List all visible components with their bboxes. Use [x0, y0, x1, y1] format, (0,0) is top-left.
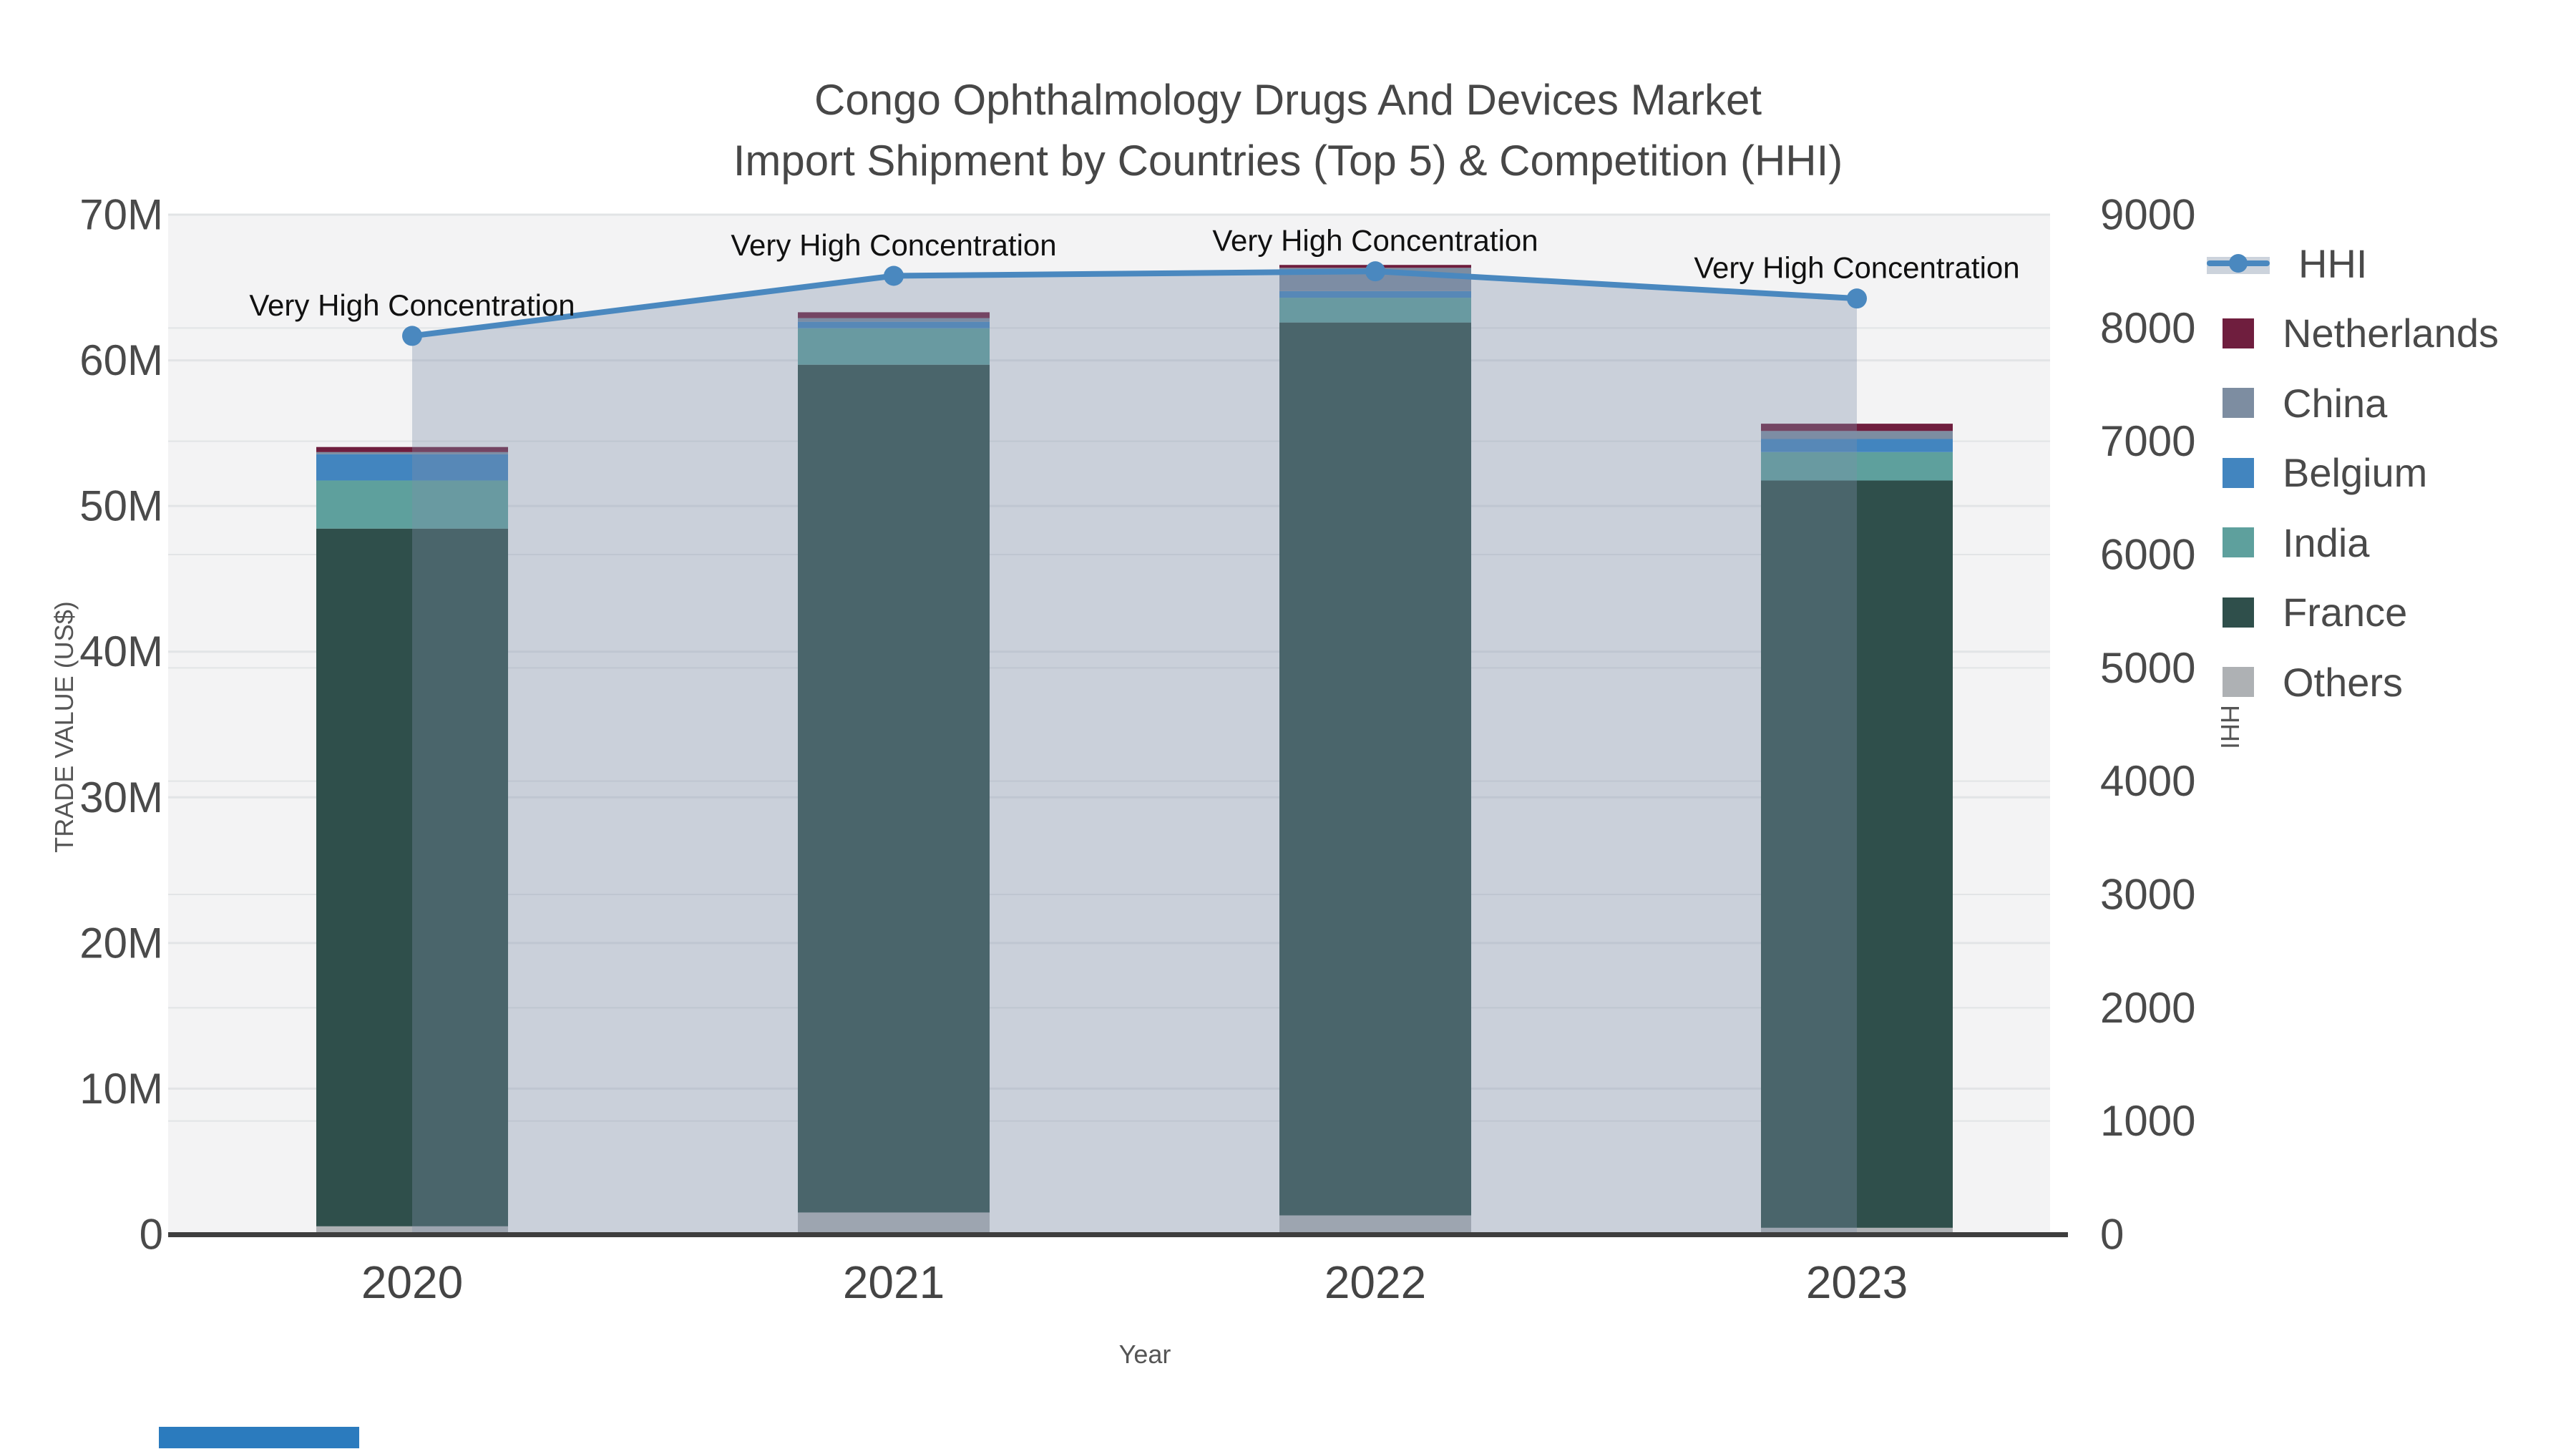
- y-right-tick-label: 8000: [2100, 304, 2195, 352]
- bar-segment-others-2023[interactable]: [1761, 1227, 1953, 1234]
- y-right-tick-label: 5000: [2100, 644, 2195, 692]
- legend-item-others[interactable]: Others: [2204, 660, 2403, 705]
- y-left-tick-label: 0: [140, 1211, 163, 1259]
- bar-segment-belgium-2023[interactable]: [1761, 439, 1953, 452]
- bar-segment-france-2022[interactable]: [1279, 322, 1471, 1216]
- x-tick-label-2023: 2023: [1806, 1257, 1908, 1308]
- bar-segment-france-2021[interactable]: [798, 364, 990, 1213]
- hhi-point-2023[interactable]: [1847, 288, 1867, 309]
- legend-label: Belgium: [2283, 450, 2428, 495]
- bar-segment-india-2021[interactable]: [798, 328, 990, 365]
- legend-label: India: [2283, 519, 2370, 565]
- legend-swatch-belgium: [2223, 457, 2254, 488]
- legend-label: Others: [2283, 659, 2404, 705]
- bar-segment-france-2023[interactable]: [1761, 480, 1953, 1228]
- y-right-tick-label: 6000: [2100, 531, 2195, 579]
- legend-swatch-others: [2223, 667, 2254, 697]
- x-tick-label-2020: 2020: [361, 1257, 463, 1308]
- y-axis-left-title: TRADE VALUE (US$): [49, 601, 79, 853]
- bar-segment-others-2021[interactable]: [798, 1212, 990, 1234]
- bar-segment-belgium-2022[interactable]: [1279, 291, 1471, 298]
- bar-segment-belgium-2021[interactable]: [798, 321, 990, 328]
- chart-title-line1: Congo Ophthalmology Drugs And Devices Ma…: [814, 76, 1762, 124]
- y-left-tick-label: 40M: [79, 628, 163, 675]
- bar-segment-china-2020[interactable]: [316, 452, 508, 454]
- x-axis-title: Year: [1118, 1340, 1171, 1369]
- bar-segment-belgium-2020[interactable]: [316, 454, 508, 481]
- y-left-tick-label: 10M: [79, 1065, 163, 1113]
- legend-item-hhi[interactable]: HHI: [2204, 241, 2367, 286]
- legend-label: HHI: [2298, 240, 2368, 286]
- y-left-tick-label: 50M: [79, 482, 163, 530]
- legend-swatch-france: [2223, 597, 2254, 628]
- hhi-point-2021[interactable]: [884, 265, 904, 286]
- annotation-very-high-concentration-2022: Very High Concentration: [1212, 224, 1538, 258]
- x-axis-line: [168, 1232, 2068, 1237]
- bar-segment-others-2022[interactable]: [1279, 1215, 1471, 1234]
- legend-swatch-china: [2223, 388, 2254, 418]
- bar-segment-china-2023[interactable]: [1761, 431, 1953, 439]
- y-right-tick-label: 7000: [2100, 417, 2195, 465]
- y-left-tick-label: 60M: [79, 336, 163, 384]
- bar-segment-netherlands-2021[interactable]: [798, 312, 990, 318]
- legend-label: China: [2283, 380, 2388, 426]
- y-left-tick-label: 20M: [79, 919, 163, 967]
- bar-segment-india-2020[interactable]: [316, 480, 508, 529]
- bar-segment-france-2020[interactable]: [316, 528, 508, 1226]
- y-right-tick-label: 2000: [2100, 984, 2195, 1032]
- y-right-tick-label: 3000: [2100, 871, 2195, 919]
- y-left-tick-label: 30M: [79, 774, 163, 821]
- legend-item-france[interactable]: France: [2204, 590, 2408, 635]
- annotation-very-high-concentration-2023: Very High Concentration: [1694, 251, 2019, 285]
- legend-item-china[interactable]: China: [2204, 380, 2388, 426]
- hhi-point-2022[interactable]: [1365, 261, 1385, 282]
- hhi-point-2020[interactable]: [402, 326, 422, 346]
- bar-segment-india-2022[interactable]: [1279, 298, 1471, 323]
- hhi-area-fill: [412, 271, 1857, 1235]
- legend-item-belgium[interactable]: Belgium: [2204, 450, 2427, 495]
- y-left-tick-label: 70M: [79, 191, 163, 239]
- bar-segment-china-2021[interactable]: [798, 318, 990, 322]
- legend-swatch-india: [2223, 527, 2254, 557]
- y-right-tick-label: 0: [2100, 1211, 2124, 1259]
- x-tick-label-2021: 2021: [843, 1257, 945, 1308]
- bar-segment-netherlands-2020[interactable]: [316, 447, 508, 452]
- annotation-very-high-concentration-2020: Very High Concentration: [249, 288, 575, 322]
- x-tick-label-2022: 2022: [1324, 1257, 1426, 1308]
- hhi-line: [411, 268, 1858, 339]
- legend-label: France: [2283, 590, 2408, 635]
- legend-label: Netherlands: [2283, 311, 2499, 356]
- bar-segment-netherlands-2023[interactable]: [1761, 424, 1953, 431]
- y-right-tick-label: 4000: [2100, 757, 2195, 805]
- footer-brand-bar: [159, 1427, 359, 1448]
- y-right-tick-label: 9000: [2100, 191, 2195, 239]
- bar-segment-india-2023[interactable]: [1761, 452, 1953, 481]
- bar-segment-others-2020[interactable]: [316, 1226, 508, 1234]
- chart-title-line2: Import Shipment by Countries (Top 5) & C…: [733, 137, 1843, 185]
- legend-item-netherlands[interactable]: Netherlands: [2204, 311, 2499, 356]
- annotation-very-high-concentration-2021: Very High Concentration: [731, 228, 1056, 262]
- hhi-line-icon: [2207, 251, 2270, 275]
- y-right-tick-label: 1000: [2100, 1097, 2195, 1145]
- legend-swatch-netherlands: [2223, 318, 2254, 348]
- legend-item-india[interactable]: India: [2204, 520, 2369, 565]
